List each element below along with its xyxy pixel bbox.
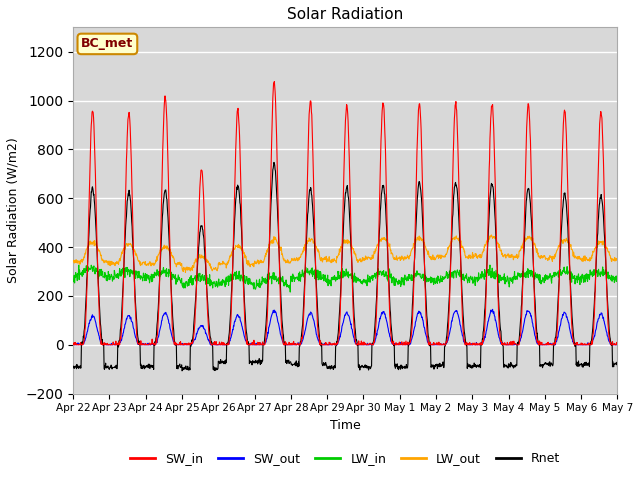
LW_in — [486, 262, 494, 268]
Line: SW_in: SW_in — [73, 82, 618, 345]
SW_in — [191, 324, 198, 329]
Line: SW_out: SW_out — [73, 309, 618, 345]
Rnet — [502, 363, 509, 369]
SW_in — [550, 340, 557, 346]
LW_in — [69, 279, 77, 285]
LW_in — [286, 289, 294, 295]
SW_out — [177, 342, 185, 348]
SW_out — [69, 341, 77, 347]
X-axis label: Time: Time — [330, 419, 360, 432]
SW_in — [70, 342, 77, 348]
SW_in — [271, 79, 278, 84]
Rnet — [252, 357, 259, 363]
Legend: SW_in, SW_out, LW_in, LW_out, Rnet: SW_in, SW_out, LW_in, LW_out, Rnet — [125, 447, 565, 470]
Rnet — [69, 364, 77, 370]
LW_out — [430, 256, 438, 262]
SW_in — [252, 342, 259, 348]
LW_out — [191, 260, 198, 265]
Y-axis label: Solar Radiation (W/m2): Solar Radiation (W/m2) — [7, 138, 20, 283]
LW_out — [488, 232, 495, 238]
SW_out — [614, 342, 621, 348]
SW_out — [550, 342, 557, 348]
Rnet — [270, 159, 278, 165]
SW_out — [489, 306, 497, 312]
Rnet — [550, 344, 557, 349]
LW_in — [190, 276, 198, 282]
SW_out — [191, 337, 198, 343]
LW_out — [69, 259, 77, 264]
LW_in — [430, 280, 438, 286]
SW_in — [177, 342, 185, 348]
LW_in — [502, 275, 509, 280]
SW_out — [502, 341, 509, 347]
Title: Solar Radiation: Solar Radiation — [287, 7, 403, 22]
Line: LW_in: LW_in — [73, 265, 618, 292]
SW_in — [431, 340, 438, 346]
LW_out — [252, 261, 259, 266]
LW_in — [252, 286, 259, 292]
SW_in — [502, 342, 509, 348]
SW_in — [614, 341, 621, 347]
Rnet — [177, 364, 185, 370]
SW_out — [70, 342, 78, 348]
Line: LW_out: LW_out — [73, 235, 618, 273]
LW_out — [182, 270, 189, 276]
Rnet — [191, 313, 198, 319]
Rnet — [178, 368, 186, 374]
LW_in — [614, 277, 621, 283]
SW_out — [252, 342, 259, 348]
SW_out — [430, 342, 438, 348]
LW_in — [550, 273, 557, 278]
LW_out — [614, 255, 621, 261]
Line: Rnet: Rnet — [73, 162, 618, 371]
Text: BC_met: BC_met — [81, 37, 134, 50]
SW_in — [69, 341, 77, 347]
LW_out — [177, 262, 185, 267]
Rnet — [614, 363, 621, 369]
LW_in — [177, 280, 185, 286]
Rnet — [431, 363, 438, 369]
LW_out — [502, 253, 509, 259]
LW_out — [550, 256, 557, 262]
